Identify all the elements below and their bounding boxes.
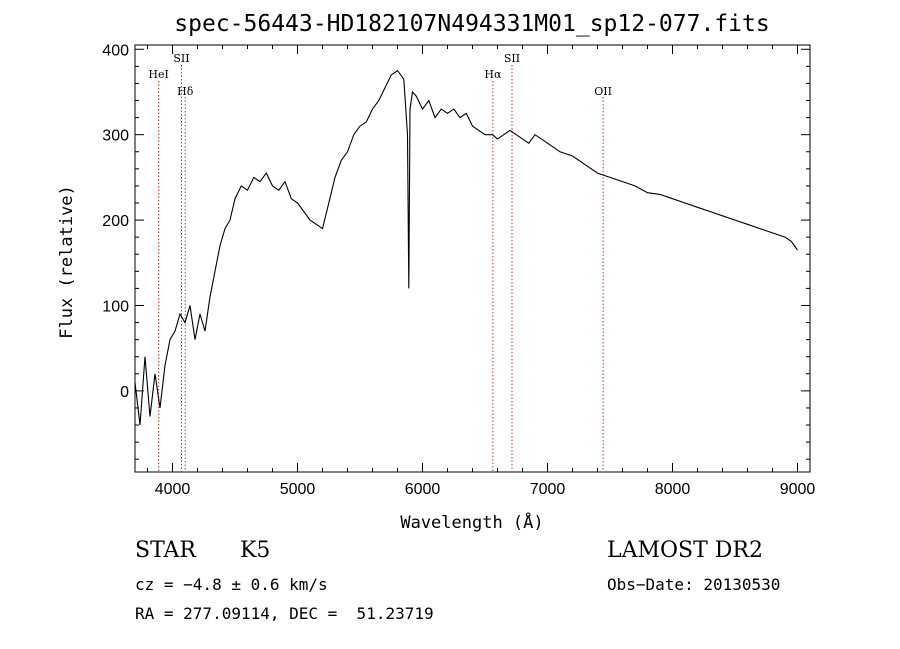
x-tick-label: 9000 [780, 481, 816, 498]
survey-name: LAMOST DR2 [607, 538, 763, 563]
plot-frame [134, 44, 811, 473]
line-marker-label: Hα [484, 68, 502, 81]
y-axis-ticks: 0 100 200 300 400 [102, 42, 810, 460]
spectrum-line [134, 69, 798, 426]
object-class: STAR [135, 538, 196, 563]
line-marker-label: Hδ [177, 85, 194, 98]
y-tick-label: 400 [102, 42, 129, 59]
chart-title: spec-56443-HD182107N494331M01_sp12-077.f… [174, 11, 769, 37]
y-tick-label: 300 [102, 128, 129, 145]
line-marker-label: OII [594, 85, 612, 98]
x-tick-label: 8000 [655, 481, 691, 498]
x-tick-label: 7000 [530, 481, 566, 498]
y-axis-label: Flux (relative) [57, 185, 77, 339]
obs-date-text: Obs−Date: 20130530 [607, 575, 781, 594]
x-axis-ticks: 4000 5000 6000 7000 8000 9000 [147, 45, 816, 498]
redshift-text: cz = −4.8 ± 0.6 km/s [135, 575, 328, 594]
y-tick-label: 100 [102, 298, 129, 315]
line-marker-label: SII [504, 52, 520, 65]
y-tick-label: 200 [102, 213, 129, 230]
line-marker-label: SII [173, 52, 189, 65]
line-marker-label: HeI [148, 68, 168, 81]
x-tick-label: 4000 [155, 481, 191, 498]
y-tick-label: 0 [120, 384, 129, 401]
radec-text: RA = 277.09114, DEC = 51.23719 [135, 604, 434, 623]
x-axis-label: Wavelength (Å) [400, 511, 543, 533]
x-tick-label: 5000 [280, 481, 316, 498]
x-tick-label: 6000 [405, 481, 441, 498]
object-subclass: K5 [240, 538, 271, 563]
